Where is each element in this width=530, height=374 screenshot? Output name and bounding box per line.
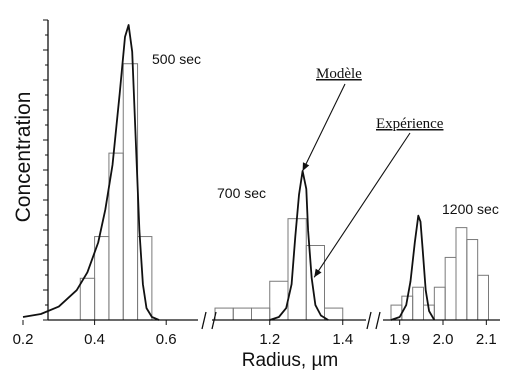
- x-ticks: [22, 320, 487, 325]
- model-arrow-head: [302, 162, 310, 171]
- histogram-bar: [466, 239, 479, 321]
- histogram-bar: [455, 227, 468, 321]
- axis-break-mark: [366, 311, 372, 330]
- axis-break-mark: [211, 311, 217, 330]
- histogram-bar: [232, 307, 252, 321]
- model-curve: [390, 214, 436, 321]
- histogram-bar: [214, 307, 234, 321]
- experience-arrow-line: [313, 132, 411, 278]
- histogram-bar: [305, 245, 325, 321]
- histogram-bar: [269, 280, 289, 321]
- model-label: Modèle: [316, 66, 362, 82]
- axis-break-mark: [201, 311, 207, 330]
- histogram-bar: [444, 256, 457, 321]
- histogram-bar: [251, 307, 271, 321]
- axis-break-mark: [375, 311, 381, 330]
- histogram-bar: [433, 286, 446, 321]
- histogram-bar: [412, 286, 424, 321]
- histogram-bar: [477, 274, 489, 321]
- x-tick-label: 0.4: [84, 331, 105, 348]
- x-tick-label: 0.6: [156, 331, 177, 348]
- histogram-bar: [122, 63, 139, 321]
- model-curve: [22, 24, 160, 321]
- y-ticks: [43, 19, 48, 321]
- time-label: 500 sec: [152, 51, 201, 67]
- x-tick-label: 0.2: [13, 331, 34, 348]
- annotation-arrows: [302, 83, 411, 278]
- x-tick-label: 1.9: [389, 331, 410, 348]
- y-axis-label: Concentration: [12, 92, 35, 223]
- experience-label: Expérience: [376, 116, 444, 132]
- x-tick-labels: 0.2 0.4 0.6 1.2 1.4 1.9 2.0 2.1: [13, 331, 497, 348]
- histogram-bar: [324, 307, 344, 321]
- axes: [22, 19, 500, 330]
- histogram-bar: [287, 218, 307, 321]
- model-arrow-line: [302, 83, 346, 172]
- histogram-bar: [79, 277, 96, 321]
- x-tick-label: 2.0: [433, 331, 454, 348]
- histogram-bars: [79, 63, 489, 321]
- experience-arrow-head: [314, 268, 322, 278]
- model-curves: [22, 24, 436, 321]
- time-label: 1200 sec: [442, 201, 499, 217]
- x-axis-label: Radius, µm: [242, 350, 338, 371]
- x-tick-label: 1.2: [259, 331, 280, 348]
- x-tick-label: 1.4: [332, 331, 353, 348]
- time-label: 700 sec: [217, 185, 266, 201]
- axis-breaks: [201, 311, 381, 330]
- x-tick-label: 2.1: [476, 331, 497, 348]
